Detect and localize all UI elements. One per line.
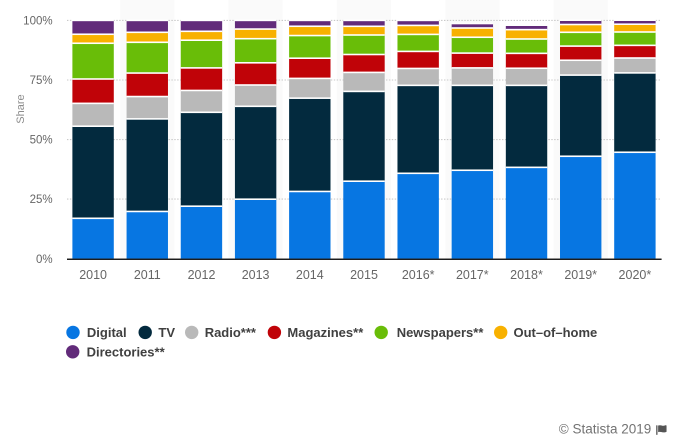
svg-text:Radio***: Radio*** (205, 325, 257, 340)
svg-text:Newspapers**: Newspapers** (397, 325, 485, 340)
svg-text:2015: 2015 (350, 268, 378, 282)
svg-text:100%: 100% (23, 16, 52, 28)
svg-text:0%: 0% (36, 254, 53, 266)
svg-text:Magazines**: Magazines** (287, 325, 364, 340)
svg-text:Directories**: Directories** (87, 345, 166, 360)
svg-text:© Statista 2019: © Statista 2019 (559, 422, 652, 437)
svg-text:2020*: 2020* (619, 268, 652, 282)
svg-text:2013: 2013 (242, 268, 270, 282)
svg-text:75%: 75% (30, 75, 53, 87)
svg-text:2016*: 2016* (402, 268, 435, 282)
svg-text:TV: TV (158, 325, 175, 340)
svg-text:Out–of–home: Out–of–home (514, 325, 598, 340)
svg-text:2018*: 2018* (510, 268, 543, 282)
svg-text:2017*: 2017* (456, 268, 489, 282)
svg-text:50%: 50% (30, 135, 53, 147)
svg-text:Digital: Digital (87, 325, 127, 340)
svg-text:2011: 2011 (134, 268, 161, 282)
svg-text:2019*: 2019* (564, 268, 597, 282)
svg-text:2012: 2012 (188, 268, 216, 282)
svg-text:25%: 25% (30, 194, 53, 206)
svg-text:2014: 2014 (296, 268, 324, 282)
svg-text:Share: Share (15, 94, 27, 123)
svg-text:2010: 2010 (79, 268, 107, 282)
